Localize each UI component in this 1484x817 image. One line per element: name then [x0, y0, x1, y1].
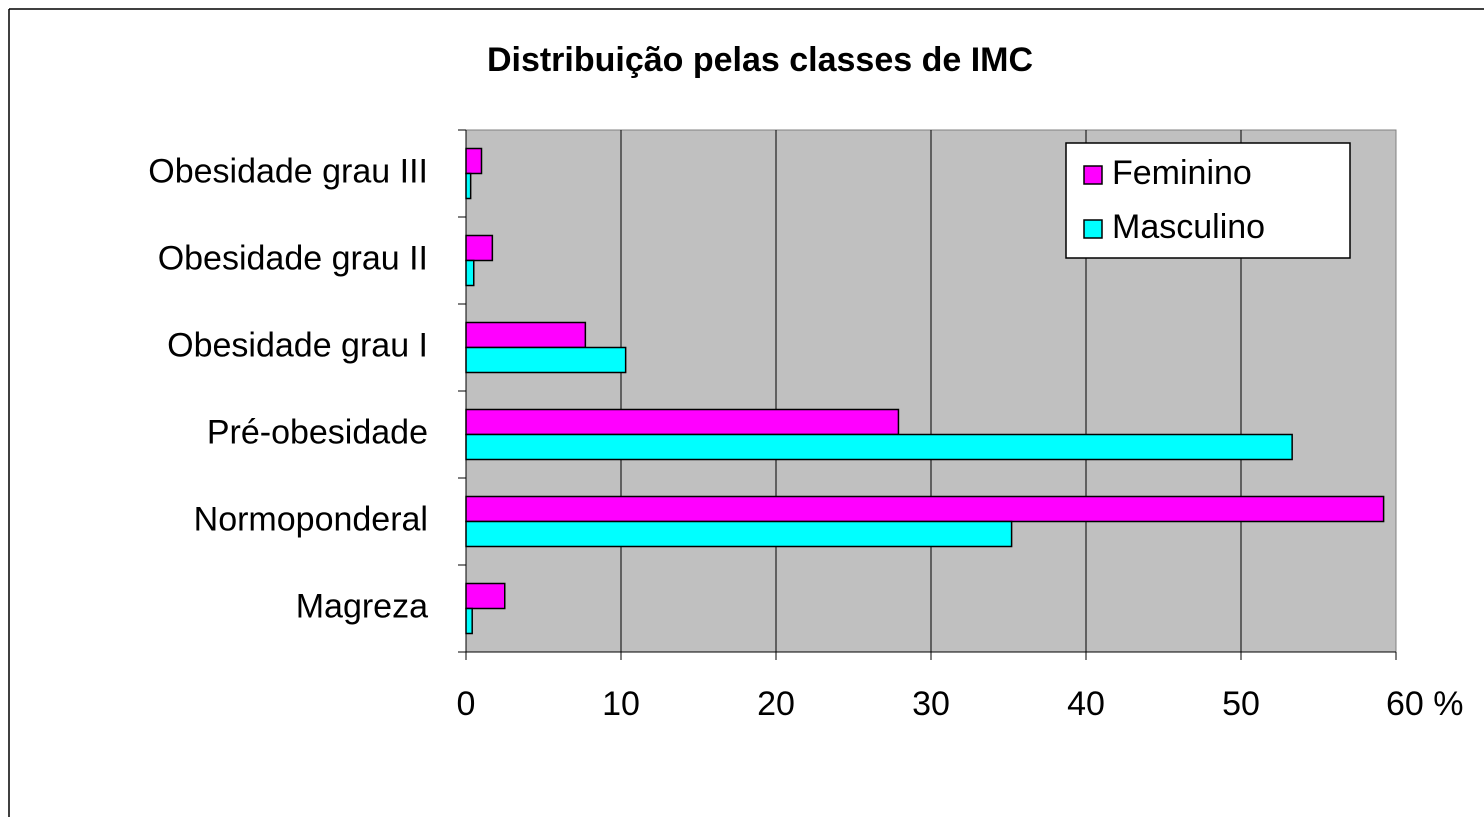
bar — [465, 607, 473, 635]
bar — [465, 147, 483, 175]
bar — [465, 582, 506, 610]
bar — [465, 495, 1385, 523]
bar — [465, 346, 627, 374]
bar — [465, 408, 900, 436]
legend-swatch — [1083, 165, 1103, 185]
legend-swatch — [1083, 219, 1103, 239]
bar — [465, 321, 587, 349]
y-tick-label: Obesidade grau II — [158, 239, 428, 277]
bar — [465, 433, 1293, 461]
legend — [1065, 142, 1351, 259]
x-tick-label: 10 — [602, 685, 640, 723]
x-tick-label: 20 — [757, 685, 795, 723]
y-tick-label: Obesidade grau III — [148, 152, 428, 190]
x-tick-label: 50 — [1222, 685, 1260, 723]
bar — [465, 259, 475, 287]
legend-label: Masculino — [1112, 208, 1265, 246]
x-tick-label: 0 — [457, 685, 476, 723]
y-tick-label: Normoponderal — [194, 500, 428, 538]
x-tick-label: 60 % — [1386, 685, 1464, 723]
x-tick-label: 30 — [912, 685, 950, 723]
chart-title: Distribuição pelas classes de IMC — [487, 41, 1033, 79]
x-tick-label: 40 — [1067, 685, 1105, 723]
legend-label: Feminino — [1112, 154, 1252, 192]
y-tick-label: Obesidade grau I — [167, 326, 428, 364]
bar — [465, 234, 494, 262]
bar — [465, 520, 1013, 548]
y-tick-label: Magreza — [296, 587, 428, 625]
bar — [465, 172, 472, 200]
y-tick-label: Pré-obesidade — [207, 413, 428, 451]
